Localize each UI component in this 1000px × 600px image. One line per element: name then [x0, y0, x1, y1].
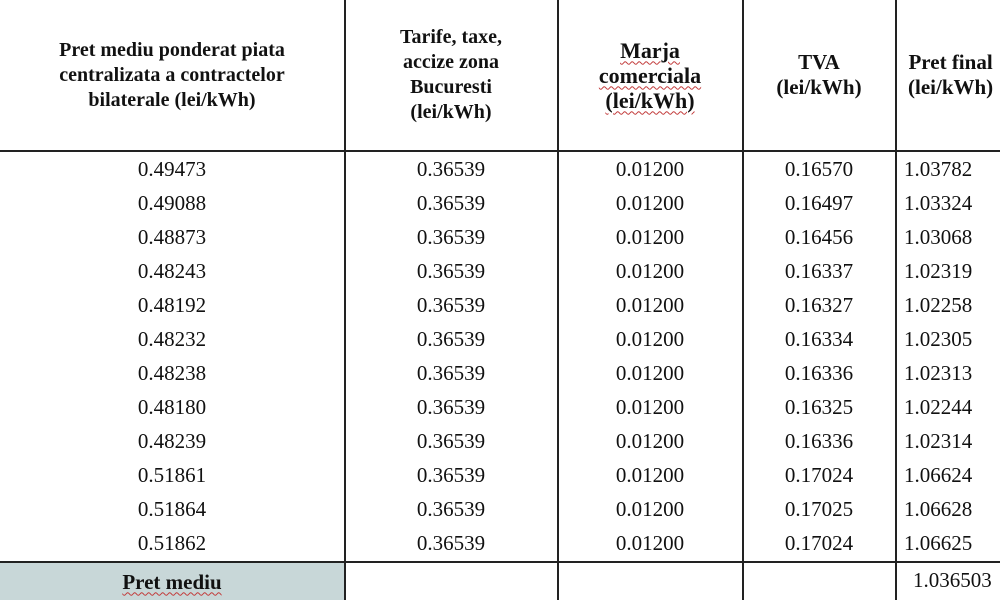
cell-final-price: 1.06624 [904, 462, 973, 487]
cell-weighted-price: 0.48192 [137, 292, 207, 317]
cell-tariffs: 0.36539 [416, 292, 486, 317]
header-tariffs: Tarife, taxe, accize zona Bucuresti (lei… [399, 26, 502, 123]
header-divider [0, 150, 1000, 152]
cell-tariffs: 0.36539 [416, 462, 486, 487]
cell-final-price: 1.02313 [904, 360, 973, 385]
cell-tariffs: 0.36539 [416, 156, 486, 181]
cell-margin: 0.01200 [615, 360, 685, 385]
cell-margin: 0.01200 [615, 462, 685, 487]
cell-margin: 0.01200 [615, 326, 685, 351]
column-divider [557, 0, 559, 600]
cell-final-price: 1.02258 [904, 292, 973, 317]
footer-divider [0, 561, 1000, 563]
cell-tariffs: 0.36539 [416, 496, 486, 521]
cell-margin: 0.01200 [615, 258, 685, 283]
cell-vat: 0.16327 [784, 292, 854, 317]
footer-average-value: 1.036503 [913, 568, 992, 592]
cell-margin: 0.01200 [615, 190, 685, 215]
cell-weighted-price: 0.51864 [137, 496, 207, 521]
header-vat: TVA (lei/kWh) [776, 50, 862, 99]
column-divider [895, 0, 897, 600]
cell-tariffs: 0.36539 [416, 258, 486, 283]
cell-vat: 0.16334 [784, 326, 854, 351]
cell-vat: 0.17024 [784, 462, 854, 487]
cell-margin: 0.01200 [615, 496, 685, 521]
cell-vat: 0.16336 [784, 428, 854, 453]
cell-final-price: 1.02244 [904, 394, 973, 419]
cell-margin: 0.01200 [615, 394, 685, 419]
cell-final-price: 1.02305 [904, 326, 973, 351]
header-margin: Marja comerciala (lei/kWh) [558, 0, 742, 150]
cell-vat: 0.16570 [784, 156, 854, 181]
cell-weighted-price: 0.48232 [137, 326, 207, 351]
header-weighted-price: Pret mediu ponderat piata centralizata a… [59, 38, 285, 111]
cell-tariffs: 0.36539 [416, 394, 486, 419]
cell-weighted-price: 0.49088 [137, 190, 207, 215]
cell-tariffs: 0.36539 [416, 326, 486, 351]
footer-label: Pret mediu [0, 562, 344, 600]
cell-margin: 0.01200 [615, 428, 685, 453]
cell-final-price: 1.03068 [904, 224, 973, 249]
cell-weighted-price: 0.48238 [137, 360, 207, 385]
cell-vat: 0.16497 [784, 190, 854, 215]
cell-vat: 0.16325 [784, 394, 854, 419]
cell-weighted-price: 0.51862 [137, 530, 207, 555]
cell-weighted-price: 0.48180 [137, 394, 207, 419]
cell-weighted-price: 0.48243 [137, 258, 207, 283]
footer-label-cell [0, 561, 344, 600]
cell-vat: 0.16456 [784, 224, 854, 249]
cell-final-price: 1.03324 [904, 190, 973, 215]
cell-weighted-price: 0.48239 [137, 428, 207, 453]
cell-margin: 0.01200 [615, 530, 685, 555]
cell-weighted-price: 0.48873 [137, 224, 207, 249]
cell-final-price: 1.02314 [904, 428, 973, 453]
cell-margin: 0.01200 [615, 224, 685, 249]
column-divider [742, 0, 744, 600]
cell-final-price: 1.06625 [904, 530, 973, 555]
cell-tariffs: 0.36539 [416, 190, 486, 215]
cell-tariffs: 0.36539 [416, 530, 486, 555]
cell-tariffs: 0.36539 [416, 224, 486, 249]
cell-final-price: 1.06628 [904, 496, 973, 521]
header-final-price: Pret final (lei/kWh) [908, 50, 994, 99]
footer-label-text: Pret mediu [122, 569, 222, 594]
cell-tariffs: 0.36539 [416, 428, 486, 453]
cell-vat: 0.17025 [784, 496, 854, 521]
cell-final-price: 1.03782 [904, 156, 973, 181]
cell-vat: 0.16336 [784, 360, 854, 385]
header-margin-text: Marja comerciala (lei/kWh) [598, 37, 702, 113]
cell-final-price: 1.02319 [904, 258, 973, 283]
cell-tariffs: 0.36539 [416, 360, 486, 385]
cell-margin: 0.01200 [615, 292, 685, 317]
cell-weighted-price: 0.49473 [137, 156, 207, 181]
cell-vat: 0.17024 [784, 530, 854, 555]
cell-margin: 0.01200 [615, 156, 685, 181]
column-divider [344, 0, 346, 600]
cell-vat: 0.16337 [784, 258, 854, 283]
cell-weighted-price: 0.51861 [137, 462, 207, 487]
